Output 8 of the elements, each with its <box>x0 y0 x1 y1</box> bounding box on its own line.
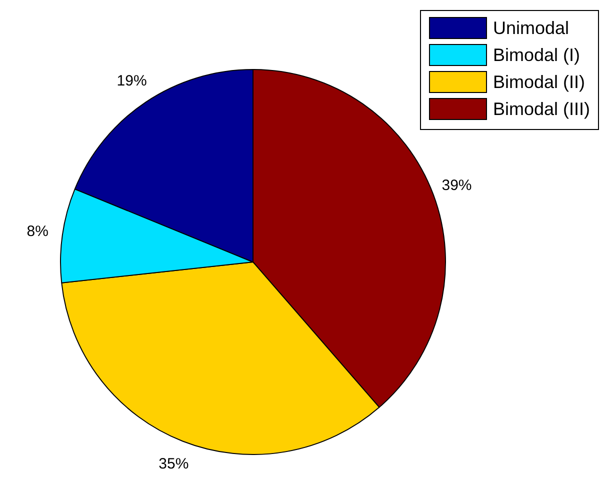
data-label: 35% <box>158 456 189 473</box>
data-label: 39% <box>442 176 472 194</box>
data-label: 8% <box>26 222 48 240</box>
legend-label: Bimodal (III) <box>492 98 590 120</box>
legend-label: Bimodal (I) <box>492 44 580 66</box>
legend-label: Bimodal (II) <box>492 72 585 92</box>
legend-label: Unimodal <box>492 18 570 38</box>
data-label: 19% <box>116 72 147 90</box>
